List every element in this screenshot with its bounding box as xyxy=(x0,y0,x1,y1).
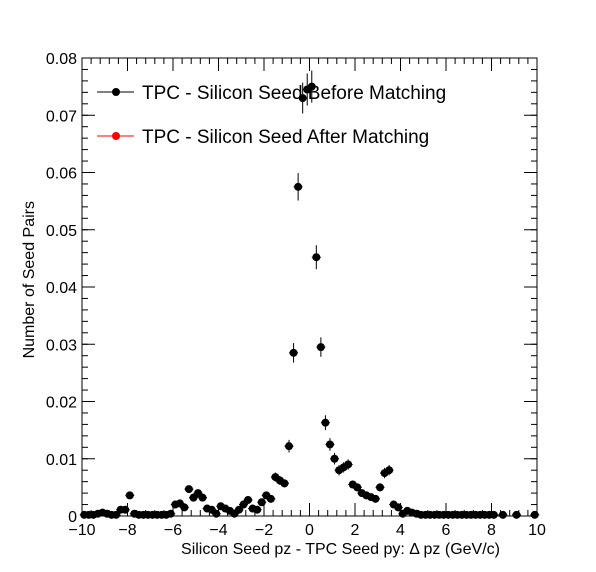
x-tick-label: −8 xyxy=(118,522,136,539)
x-tick-label: 10 xyxy=(528,522,546,539)
x-tick-label: −2 xyxy=(255,522,273,539)
data-point xyxy=(298,94,307,103)
y-tick-label: 0.06 xyxy=(46,166,77,183)
data-point xyxy=(180,503,189,512)
data-point xyxy=(498,510,507,519)
y-axis-title: Number of Seed Pairs xyxy=(21,201,38,358)
data-point xyxy=(166,509,175,518)
x-tick-label: 6 xyxy=(442,522,451,539)
data-point xyxy=(184,485,193,494)
data-point xyxy=(385,466,394,475)
data-point xyxy=(244,495,253,504)
data-point xyxy=(344,460,353,469)
x-tick-label: −6 xyxy=(164,522,182,539)
data-point xyxy=(234,505,243,514)
y-axis: 0 0.01 0.02 0.03 0.04 0.05 0.06 0.07 0.08 xyxy=(46,51,537,526)
y-tick-label: 0.08 xyxy=(46,51,77,68)
data-point xyxy=(330,454,339,463)
y-tick-label: 0 xyxy=(68,509,77,526)
data-point xyxy=(212,509,221,518)
data-point xyxy=(325,440,334,449)
data-point xyxy=(266,494,275,503)
legend-marker-before xyxy=(112,88,120,96)
data-point xyxy=(312,253,321,262)
x-axis-title: Silicon Seed pz - TPC Seed py: Δ pz (GeV… xyxy=(181,541,500,558)
data-point xyxy=(198,493,207,502)
data-point xyxy=(289,348,298,357)
y-tick-label: 0.07 xyxy=(46,108,77,125)
data-point xyxy=(253,505,262,514)
data-point xyxy=(371,494,380,503)
y-tick-label: 0.01 xyxy=(46,452,77,469)
data-point xyxy=(316,343,325,352)
data-point xyxy=(285,442,294,451)
data-point xyxy=(512,510,521,519)
x-tick-label: 0 xyxy=(305,522,314,539)
legend-label-after: TPC - Silicon Seed After Matching xyxy=(142,127,429,148)
data-point xyxy=(125,491,134,500)
x-tick-label: −4 xyxy=(209,522,227,539)
data-point xyxy=(489,510,498,519)
data-point xyxy=(121,505,130,514)
x-tick-label: 2 xyxy=(351,522,360,539)
legend-label-before: TPC - Silicon Seed Before Matching xyxy=(142,83,446,104)
data-point xyxy=(294,182,303,191)
data-point xyxy=(280,479,289,488)
x-tick-label: 4 xyxy=(396,522,405,539)
data-point xyxy=(321,418,330,427)
data-series xyxy=(79,70,540,519)
data-point xyxy=(307,82,316,91)
data-point xyxy=(530,510,539,519)
legend-marker-after xyxy=(112,132,120,140)
y-tick-label: 0.02 xyxy=(46,395,77,412)
data-point xyxy=(353,483,362,492)
y-tick-label: 0.04 xyxy=(46,280,77,297)
y-tick-label: 0.05 xyxy=(46,223,77,240)
data-point xyxy=(394,503,403,512)
data-point xyxy=(257,498,266,507)
x-tick-label: −10 xyxy=(68,522,95,539)
legend: TPC - Silicon Seed Before Matching TPC -… xyxy=(97,83,446,148)
x-tick-label: 8 xyxy=(487,522,496,539)
y-tick-label: 0.03 xyxy=(46,337,77,354)
data-point xyxy=(376,483,385,492)
data-point xyxy=(112,510,121,519)
